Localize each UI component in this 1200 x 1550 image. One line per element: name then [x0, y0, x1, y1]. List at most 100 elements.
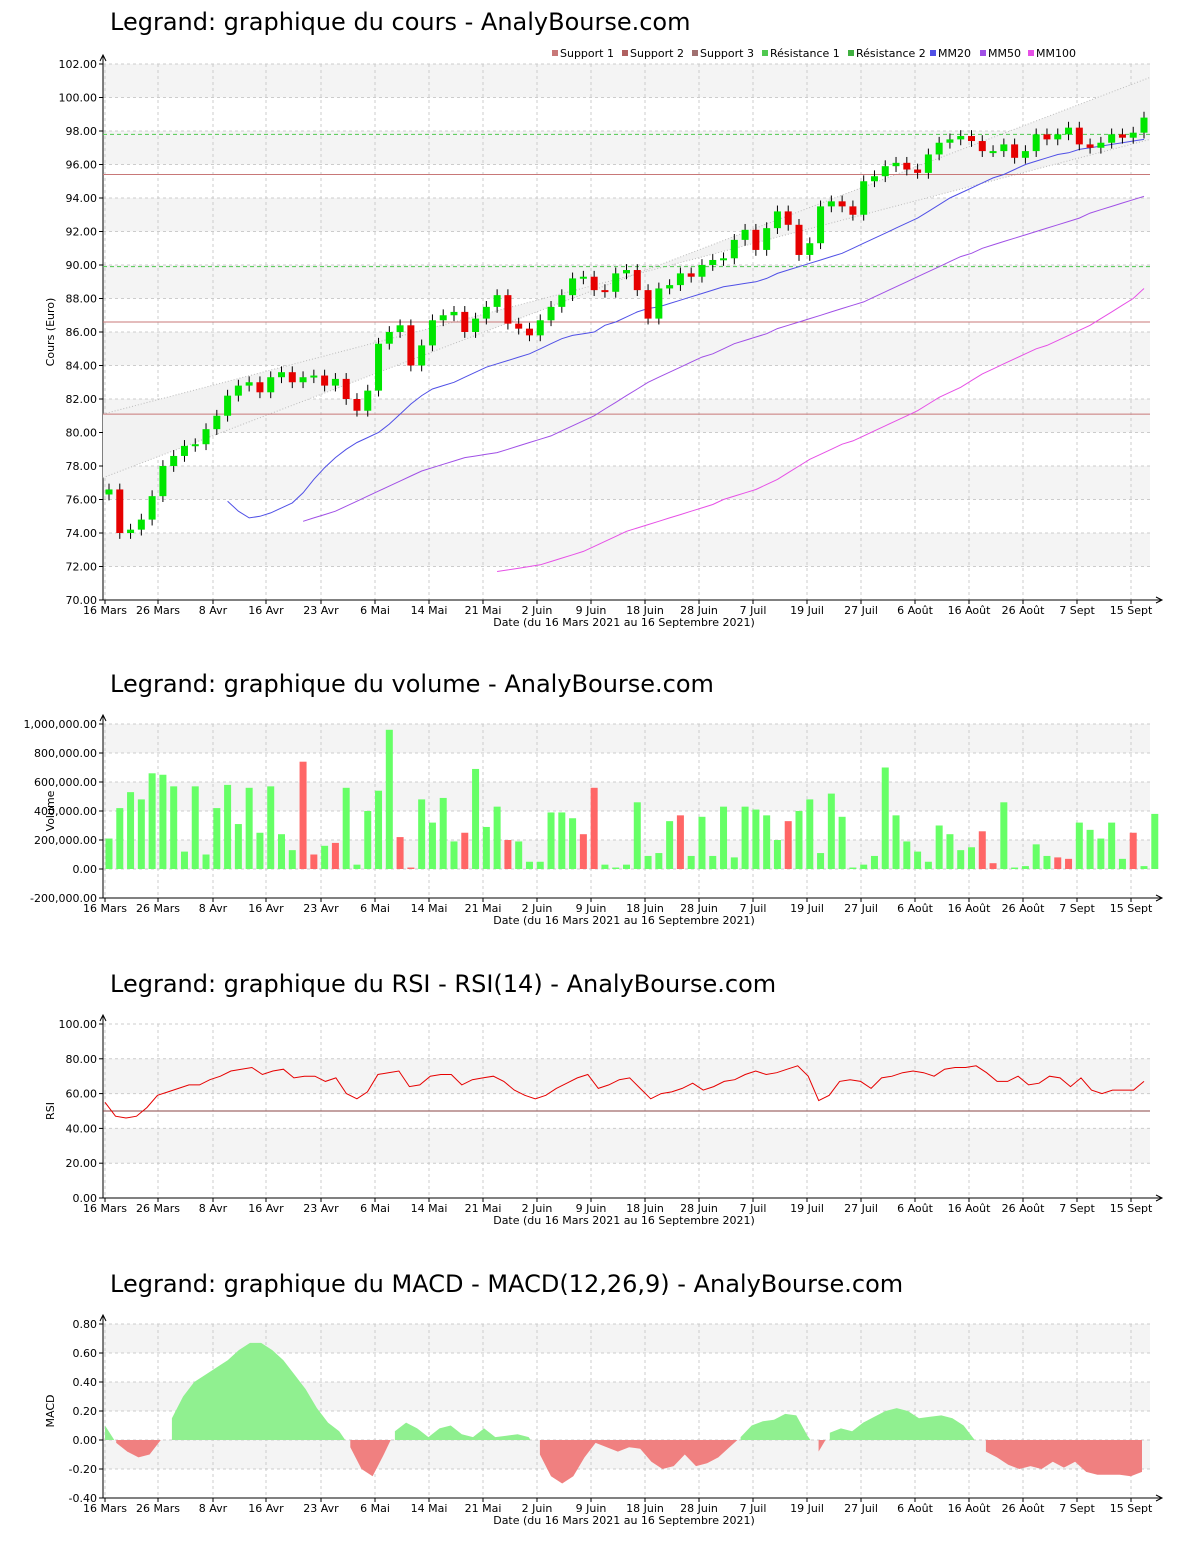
- macd-xlabel: Date (du 16 Mars 2021 au 16 Septembre 20…: [493, 1514, 755, 1527]
- macd-negative-area: [539, 1440, 738, 1484]
- candle-body: [461, 311, 469, 332]
- volume-bar: [310, 854, 318, 869]
- trend-line-lower: [102, 138, 1151, 415]
- macd-tick-label-x: 28 Juin: [680, 1502, 718, 1515]
- price-tick-label-x: 2 Juin: [522, 604, 553, 617]
- volume-bar: [385, 729, 393, 869]
- price-chart: 70.00 72.00 74.00 76.00 78.00 80.00 82.00 84.00…: [44, 47, 1164, 629]
- candle-body: [536, 320, 544, 336]
- volume-tick-label-x: 26 Août: [1002, 902, 1046, 915]
- volume-bar: [957, 850, 965, 869]
- candle-body: [547, 306, 555, 321]
- candle-body: [849, 206, 857, 215]
- candle-body: [763, 228, 771, 250]
- candle-body: [159, 466, 167, 497]
- rsi-tick-label-x: 21 Mai: [465, 1202, 502, 1215]
- volume-axis-y-arrow: [99, 713, 107, 722]
- volume-tick-label-y: 400,000.00: [34, 805, 97, 818]
- candle-body: [1032, 134, 1040, 152]
- volume-bar: [245, 787, 253, 869]
- volume-bar: [1140, 866, 1148, 869]
- candle-body: [1086, 144, 1094, 148]
- legend-label: Support 1: [560, 47, 614, 60]
- legend-swatch: [762, 50, 768, 56]
- volume-bar: [472, 768, 480, 869]
- price-tick-label-x: 26 Mars: [136, 604, 180, 617]
- volume-bar: [914, 851, 922, 869]
- candle-body: [968, 136, 975, 142]
- volume-bar: [353, 864, 361, 869]
- volume-bar: [827, 793, 835, 869]
- candle-body: [892, 162, 900, 167]
- volume-bar: [547, 812, 555, 869]
- volume-tick-label-x: 21 Mai: [465, 902, 502, 915]
- price-chart-title: Legrand: graphique du cours - AnalyBours…: [110, 8, 691, 36]
- candle-body: [1097, 142, 1105, 148]
- candle-body: [288, 372, 296, 383]
- candle-body: [1011, 144, 1019, 158]
- price-tick-label-x: 6 Mai: [360, 604, 390, 617]
- rsi-tick-label-x: 26 Mars: [136, 1202, 180, 1215]
- candle-body: [525, 328, 533, 336]
- candle-body: [256, 382, 264, 393]
- candle-body: [137, 519, 145, 530]
- volume-tick-label-x: 2 Juin: [522, 902, 553, 915]
- macd-positive-area: [171, 1342, 346, 1440]
- volume-bar: [180, 851, 188, 869]
- candle-body: [633, 270, 641, 291]
- volume-bar: [709, 855, 717, 869]
- candle-body: [450, 311, 458, 316]
- volume-bar: [579, 834, 587, 869]
- volume-bar: [191, 786, 199, 869]
- candle-body: [331, 378, 339, 386]
- rsi-tick-label-x: 7 Sept: [1059, 1202, 1095, 1215]
- price-tick-label-x: 15 Sept: [1110, 604, 1153, 617]
- macd-positive-area: [105, 1425, 115, 1440]
- volume-bar: [892, 815, 900, 869]
- volume-bar: [450, 841, 458, 869]
- volume-bar: [170, 786, 178, 869]
- price-tick-label-y: 86.00: [66, 326, 98, 339]
- volume-tick-label-y: -200,000.00: [30, 892, 97, 905]
- rsi-tick-label-x: 27 Juil: [844, 1202, 878, 1215]
- price-tick-label-y: 80.00: [66, 427, 98, 440]
- macd-tick-label-x: 16 Avr: [248, 1502, 284, 1515]
- volume-tick-label-x: 8 Avr: [199, 902, 228, 915]
- volume-tick-label-y: 200,000.00: [34, 834, 97, 847]
- volume-bar: [1054, 857, 1062, 869]
- price-tick-label-x: 18 Juin: [626, 604, 664, 617]
- volume-bar: [1129, 832, 1137, 869]
- rsi-tick-label-y: 80.00: [66, 1053, 98, 1066]
- volume-bar: [644, 855, 652, 869]
- volume-bar: [213, 808, 221, 869]
- candle-body: [978, 141, 986, 152]
- volume-axis-x-arrow: [1155, 894, 1164, 902]
- macd-tick-label-x: 6 Août: [897, 1502, 934, 1515]
- candle-body: [180, 445, 188, 456]
- volume-bar: [870, 855, 878, 869]
- volume-tick-label-x: 6 Août: [897, 902, 934, 915]
- macd-chart-title: Legrand: graphique du MACD - MACD(12,26,…: [110, 1270, 904, 1298]
- trend-line-upper: [102, 76, 1151, 479]
- candle-body: [914, 169, 922, 173]
- price-tick-label-y: 78.00: [66, 460, 98, 473]
- candle-body: [364, 390, 372, 411]
- price-tick-label-y: 84.00: [66, 360, 98, 373]
- macd-tick-label-y: 0.20: [73, 1405, 98, 1418]
- volume-bar: [234, 824, 242, 869]
- volume-bar: [924, 861, 932, 869]
- price-tick-label-y: 88.00: [66, 293, 98, 306]
- price-tick-label-y: 100.00: [59, 92, 98, 105]
- candle-body: [170, 455, 178, 466]
- volume-bar: [1086, 829, 1094, 869]
- legend-label: Support 3: [700, 47, 754, 60]
- volume-bar: [418, 799, 426, 869]
- volume-bar: [375, 790, 383, 869]
- volume-tick-label-x: 16 Mars: [83, 902, 127, 915]
- macd-tick-label-x: 8 Avr: [199, 1502, 228, 1515]
- candle-body: [278, 372, 285, 378]
- rsi-axis-x-arrow: [1155, 1194, 1164, 1202]
- volume-bar: [838, 816, 846, 869]
- candle-body: [342, 378, 350, 399]
- candle-body: [191, 444, 199, 447]
